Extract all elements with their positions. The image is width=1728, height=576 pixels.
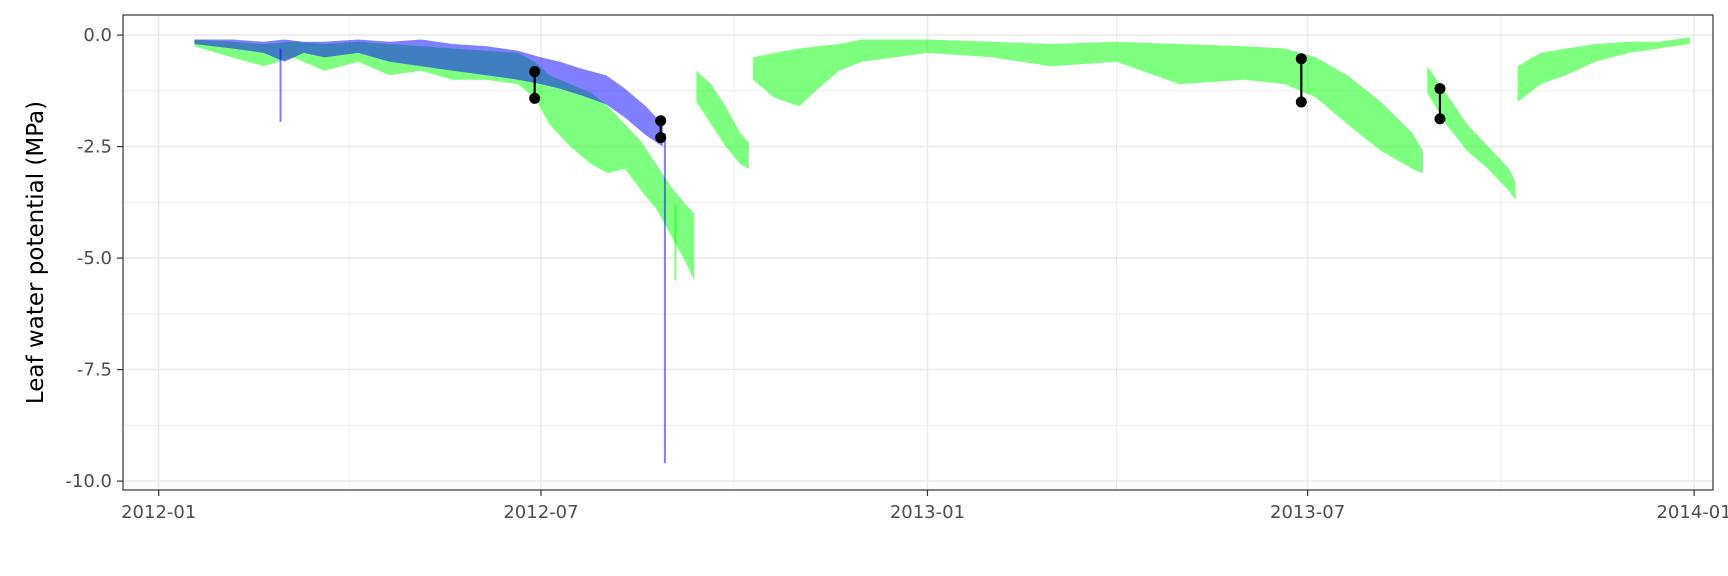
- area-layer: [194, 37, 1690, 281]
- measurement-point-upper-3: [1434, 83, 1446, 95]
- y-tick-label: -5.0: [77, 248, 112, 269]
- y-tick-label: -7.5: [77, 360, 112, 381]
- ribbon-series-0-segment-2: [753, 39, 1424, 174]
- measurement-point-lower-0: [529, 92, 541, 104]
- panel-border: [122, 14, 1714, 491]
- ribbon-series-0-segment-0: [194, 39, 695, 281]
- x-tick-label: 2013-01: [890, 502, 965, 523]
- measurement-point-upper-0: [529, 66, 541, 78]
- measurement-point-upper-1: [655, 115, 667, 127]
- plot-panel: [122, 14, 1714, 491]
- ribbon-series-0-segment-1: [696, 70, 749, 169]
- measurement-point-lower-2: [1295, 96, 1307, 108]
- y-tick-label: 0.0: [83, 25, 112, 46]
- measurement-point-lower-1: [655, 132, 667, 144]
- ribbon-series-0-segment-3: [1427, 66, 1516, 201]
- grid-layer: [123, 15, 1713, 490]
- y-axis-title: Leaf water potential (MPa): [23, 101, 49, 404]
- measurement-point-upper-2: [1295, 53, 1307, 65]
- ribbon-series-1-segment-0: [194, 39, 663, 147]
- y-tick-label: -2.5: [77, 137, 112, 158]
- x-tick-label: 2013-07: [1270, 502, 1345, 523]
- point-layer: [529, 53, 1446, 144]
- measurement-point-lower-3: [1434, 113, 1446, 125]
- x-tick-label: 2012-01: [121, 502, 196, 523]
- ribbon-series-0-segment-4: [1517, 37, 1690, 102]
- x-tick-label: 2014-01: [1656, 502, 1728, 523]
- y-axis: 0.0 -2.5 -5.0 -7.5 -10.0: [65, 25, 123, 492]
- x-axis: 2012-01 2012-07 2013-01 2013-07 2014-01: [121, 490, 1728, 523]
- x-tick-label: 2012-07: [503, 502, 578, 523]
- y-tick-label: -10.0: [65, 471, 112, 492]
- spike-layer: [279, 48, 677, 464]
